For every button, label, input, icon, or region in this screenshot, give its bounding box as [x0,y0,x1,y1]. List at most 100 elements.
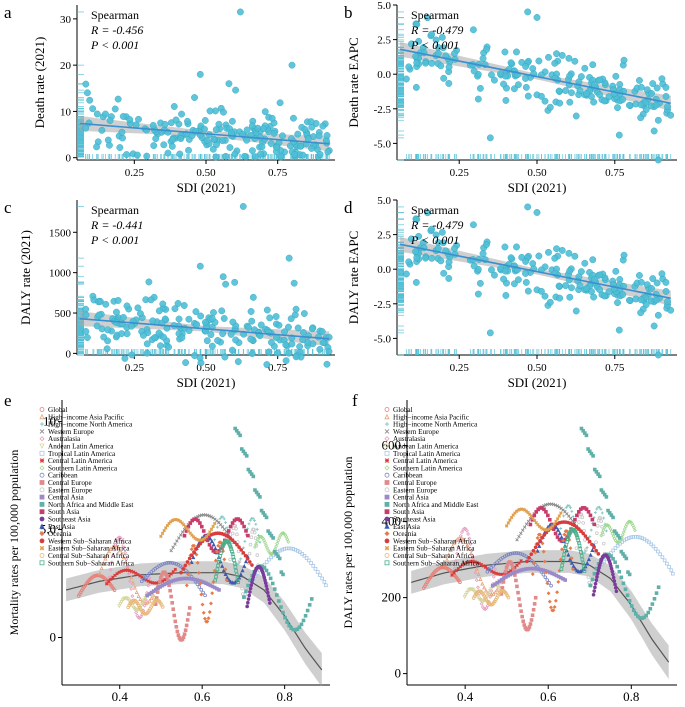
data-point-a [324,148,332,156]
trend-point-f [585,546,589,550]
trend-point-f [501,580,506,584]
trend-point-f [656,585,661,590]
data-point-b [438,33,446,41]
data-point-c [299,329,307,336]
data-point-a [196,70,204,78]
data-point-b [501,48,509,56]
trend-point-e [225,575,230,580]
trend-point-e [180,530,185,534]
data-point-c [308,325,316,333]
data-point-a [123,151,131,158]
trend-point-e [239,548,244,552]
data-point-d [643,281,651,289]
trend-point-f [555,504,559,508]
trend-point-e [159,576,163,580]
trend-point-e [150,580,155,585]
trend-point-e [215,549,219,554]
trend-point-f [545,578,550,582]
trend-point-f [455,551,460,556]
trend-point-f [519,559,523,563]
trend-point-e [223,567,228,572]
data-point-b [469,26,477,34]
data-point-c [220,315,228,322]
data-point-a [116,144,124,151]
expected-band-e [66,561,322,687]
legend-symbol-e [39,458,45,463]
trend-point-f [575,513,579,518]
data-point-d [562,282,570,290]
trend-point-f [559,567,564,572]
data-point-c [282,341,290,349]
trend-point-f [613,546,618,550]
data-point-d [650,322,658,330]
trend-point-f [472,563,477,568]
trend-point-f [546,591,551,596]
trend-point-f [613,560,617,565]
trend-point-e [158,580,162,584]
trend-point-f [590,577,595,582]
trend-point-f [559,534,564,539]
stat-method-a: Spearman [91,8,139,22]
data-point-a [185,146,192,154]
trend-point-f [617,569,622,574]
data-point-d [438,228,446,236]
trend-point-f [564,529,569,534]
trend-point-e [249,583,254,588]
trend-point-f [588,552,593,557]
trend-point-f [569,506,572,510]
trend-point-f [468,542,473,546]
trend-point-f [581,531,586,536]
trend-point-f [583,534,588,538]
data-point-d [555,282,563,290]
trend-point-f [518,603,522,608]
data-point-b [488,71,495,79]
trend-point-f [541,572,546,577]
trend-point-f [488,594,493,599]
trend-point-e [167,574,171,578]
data-point-d [479,250,487,257]
trend-point-e [268,576,273,581]
trend-point-f [549,605,553,610]
data-point-c [221,353,229,361]
data-point-d [469,221,477,229]
trend-point-e [228,543,232,547]
trend-point-e [275,541,280,546]
trend-point-f [595,571,600,576]
trend-point-f [454,568,458,573]
data-point-a [228,117,236,125]
trend-point-f [600,530,605,535]
trend-point-e [249,535,254,540]
trend-point-f [484,606,489,611]
trend-point-e [247,551,252,556]
trend-point-e [163,561,167,566]
panel-letter-c: c [4,198,12,217]
data-point-b [514,81,522,89]
trend-point-f [557,531,562,536]
data-point-d [537,287,545,295]
trend-point-f [547,599,552,604]
trend-point-e [238,572,243,577]
trend-point-e [146,579,150,583]
data-point-c [207,331,215,339]
trend-point-f [514,509,519,514]
data-point-c [196,354,204,362]
legend-label-f: East Asia [393,523,421,531]
trend-point-e [240,521,244,525]
trend-point-e [123,550,128,555]
trend-point-f [596,552,601,556]
legend-label-e: Eastern Europe [48,486,92,494]
legend-label-e: Southeast Asia [48,516,91,524]
data-point-a [119,112,127,120]
trend-point-f [551,608,556,613]
trend-point-f [601,532,605,537]
legend-symbol-e [39,465,45,471]
data-point-b [439,44,447,52]
trend-point-e [123,568,128,572]
x-tick-label-f: 0.4 [457,689,474,704]
trend-point-e [191,554,196,560]
legend-label-f: High−income North America [393,421,478,429]
trend-point-e [182,632,187,636]
trend-point-f [531,516,535,521]
data-point-b [535,57,543,65]
trend-point-e [196,544,201,549]
